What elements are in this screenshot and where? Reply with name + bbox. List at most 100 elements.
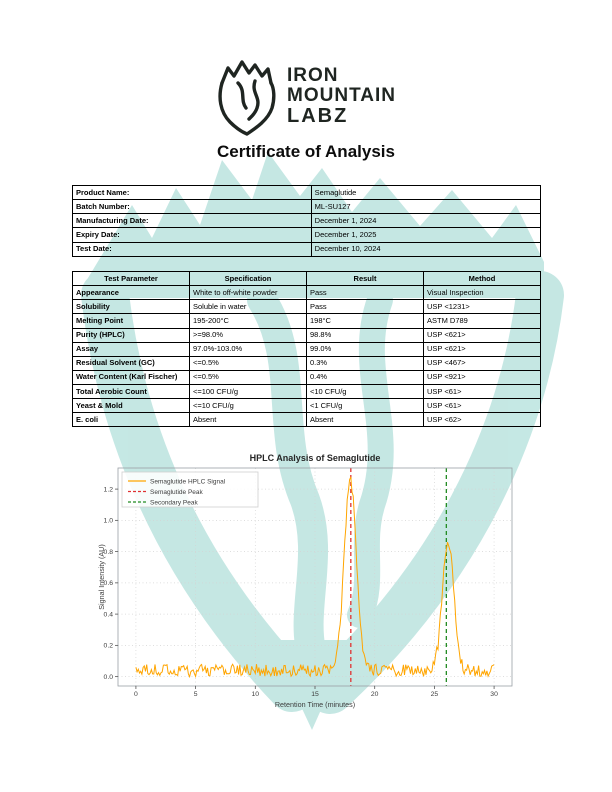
results-cell: <10 CFU/g bbox=[306, 383, 424, 400]
results-cell: Purity (HPLC) bbox=[72, 327, 190, 343]
results-row: Residual Solvent (GC) <=0.5% 0.3% USP <467> bbox=[72, 355, 541, 371]
results-header: Specification bbox=[189, 270, 307, 287]
results-cell: USP <1231> bbox=[423, 299, 541, 315]
results-header-row: Test Parameter Specification Result Method bbox=[72, 270, 541, 287]
test-results-table-body: Appearance White to off-white powder Pass V… bbox=[72, 285, 541, 428]
info-value: December 1, 2025 bbox=[310, 227, 542, 243]
results-header: Method bbox=[423, 270, 541, 287]
results-cell: Water Content (Karl Fischer) bbox=[72, 369, 190, 386]
svg-text:5: 5 bbox=[194, 691, 198, 698]
svg-text:Semaglutide Peak: Semaglutide Peak bbox=[150, 489, 204, 496]
results-cell: USP <921> bbox=[423, 369, 541, 386]
svg-text:25: 25 bbox=[431, 691, 439, 698]
svg-text:20: 20 bbox=[371, 691, 379, 698]
svg-text:30: 30 bbox=[490, 691, 498, 698]
logo-wordmark: IRON MOUNTAIN LABZ bbox=[287, 65, 396, 127]
svg-text:Semaglutide HPLC Signal: Semaglutide HPLC Signal bbox=[150, 478, 226, 485]
results-header: Test Parameter bbox=[72, 270, 190, 287]
results-row: Yeast & Mold <=10 CFU/g <1 CFU/g USP <61> bbox=[72, 398, 541, 414]
chart-title: HPLC Analysis of Semaglutide bbox=[250, 453, 381, 463]
results-header: Result bbox=[306, 270, 424, 287]
results-cell: Total Aerobic Count bbox=[72, 383, 190, 400]
results-cell: Absent bbox=[306, 412, 424, 428]
results-cell: White to off-white powder bbox=[189, 285, 307, 301]
svg-text:1.0: 1.0 bbox=[104, 518, 114, 525]
logo-line-iron: IRON bbox=[287, 65, 339, 86]
results-cell: Solubility bbox=[72, 299, 190, 315]
chart-legend bbox=[121, 471, 259, 508]
results-row: Solubility Soluble in water Pass USP <1231> bbox=[72, 299, 541, 315]
info-label: Batch Number: bbox=[72, 199, 312, 215]
test-results-table-head: Test Parameter Specification Result Method bbox=[72, 270, 541, 287]
svg-text:0.2: 0.2 bbox=[104, 643, 114, 650]
svg-text:1.2: 1.2 bbox=[104, 486, 114, 493]
results-row: Assay 97.0%-103.0% 99.0% USP <621> bbox=[72, 341, 541, 357]
svg-text:0.0: 0.0 bbox=[104, 674, 114, 681]
results-cell: USP <621> bbox=[423, 341, 541, 357]
hplc-chart: 0 5 10 15 20 25 30 0.0 0.2 0.4 0.6 0.8 1.0 1.2 HPLC An… bbox=[96, 450, 520, 720]
results-cell: Pass bbox=[306, 285, 424, 301]
results-cell: >=98.0% bbox=[189, 327, 307, 343]
svg-text:0.4: 0.4 bbox=[104, 611, 114, 618]
info-row: Test Date: December 10, 2024 bbox=[72, 241, 542, 257]
hplc-chart-svg: 0 5 10 15 20 25 30 0.0 0.2 0.4 0.6 0.8 1.0 1.2 HPLC An… bbox=[97, 453, 513, 709]
results-cell: USP <61> bbox=[423, 383, 541, 400]
svg-text:0.8: 0.8 bbox=[104, 549, 114, 556]
info-value: ML-SU127 bbox=[310, 199, 542, 215]
info-label: Test Date: bbox=[72, 241, 312, 257]
info-value: December 10, 2024 bbox=[310, 241, 542, 257]
chart-ylabel: Signal Intensity (AU) bbox=[97, 544, 106, 610]
svg-text:Secondary Peak: Secondary Peak bbox=[150, 499, 198, 506]
results-cell: <=0.5% bbox=[189, 355, 307, 371]
info-row: Batch Number: ML-SU127 bbox=[72, 199, 542, 215]
info-value: Semaglutide bbox=[310, 184, 542, 201]
page-title: Certificate of Analysis bbox=[217, 142, 395, 161]
results-cell: USP <61> bbox=[423, 398, 541, 414]
results-cell: 0.3% bbox=[306, 355, 424, 371]
hplc-signal-line bbox=[135, 476, 495, 679]
results-row: Melting Point 195-200°C 198°C ASTM D789 bbox=[72, 313, 541, 329]
results-cell: <=0.5% bbox=[189, 369, 307, 386]
info-row: Product Name: Semaglutide bbox=[72, 184, 542, 201]
results-row: Appearance White to off-white powder Pass V… bbox=[72, 285, 541, 301]
results-cell: Assay bbox=[72, 341, 190, 357]
results-cell: Visual Inspection bbox=[423, 285, 541, 301]
results-row: Total Aerobic Count <=100 CFU/g <10 CFU/g U… bbox=[72, 383, 541, 400]
results-cell: Residual Solvent (GC) bbox=[72, 355, 190, 371]
results-cell: 99.0% bbox=[306, 341, 424, 357]
results-cell: USP <62> bbox=[423, 412, 541, 428]
results-row: E. coli Absent Absent USP <62> bbox=[72, 412, 541, 428]
chart-xlabel: Retention Time (minutes) bbox=[275, 700, 355, 709]
results-cell: 198°C bbox=[306, 313, 424, 329]
results-cell: 0.4% bbox=[306, 369, 424, 386]
product-info-table-body: Product Name: Semaglutide Batch Number: ML-… bbox=[72, 184, 542, 257]
logo: IRON MOUNTAIN LABZ bbox=[0, 56, 612, 136]
results-row: Purity (HPLC) >=98.0% 98.8% USP <621> bbox=[72, 327, 541, 343]
results-cell: <=100 CFU/g bbox=[189, 383, 307, 400]
results-cell: Absent bbox=[189, 412, 307, 428]
results-cell: Pass bbox=[306, 299, 424, 315]
svg-text:0: 0 bbox=[134, 691, 138, 698]
info-row: Manufacturing Date: December 1, 2024 bbox=[72, 213, 542, 229]
svg-text:0.6: 0.6 bbox=[104, 580, 114, 587]
results-cell: USP <467> bbox=[423, 355, 541, 371]
info-row: Expiry Date: December 1, 2025 bbox=[72, 227, 542, 243]
results-cell: <=10 CFU/g bbox=[189, 398, 307, 414]
info-label: Expiry Date: bbox=[72, 227, 312, 243]
test-results-table: Test Parameter Specification Result Method … bbox=[72, 270, 541, 428]
svg-text:15: 15 bbox=[311, 691, 319, 698]
results-cell: USP <621> bbox=[423, 327, 541, 343]
svg-text:10: 10 bbox=[252, 691, 260, 698]
product-info-table: Product Name: Semaglutide Batch Number: ML-… bbox=[72, 184, 542, 257]
results-cell: Appearance bbox=[72, 285, 190, 301]
results-cell: Soluble in water bbox=[189, 299, 307, 315]
info-label: Product Name: bbox=[72, 184, 312, 201]
results-row: Water Content (Karl Fischer) <=0.5% 0.4% US… bbox=[72, 369, 541, 386]
results-cell: 195-200°C bbox=[189, 313, 307, 329]
results-cell: Yeast & Mold bbox=[72, 398, 190, 414]
results-cell: Melting Point bbox=[72, 313, 190, 329]
logo-line-labz: LABZ bbox=[287, 105, 349, 127]
results-cell: <1 CFU/g bbox=[306, 398, 424, 414]
logo-line-mountain: MOUNTAIN bbox=[287, 85, 396, 106]
